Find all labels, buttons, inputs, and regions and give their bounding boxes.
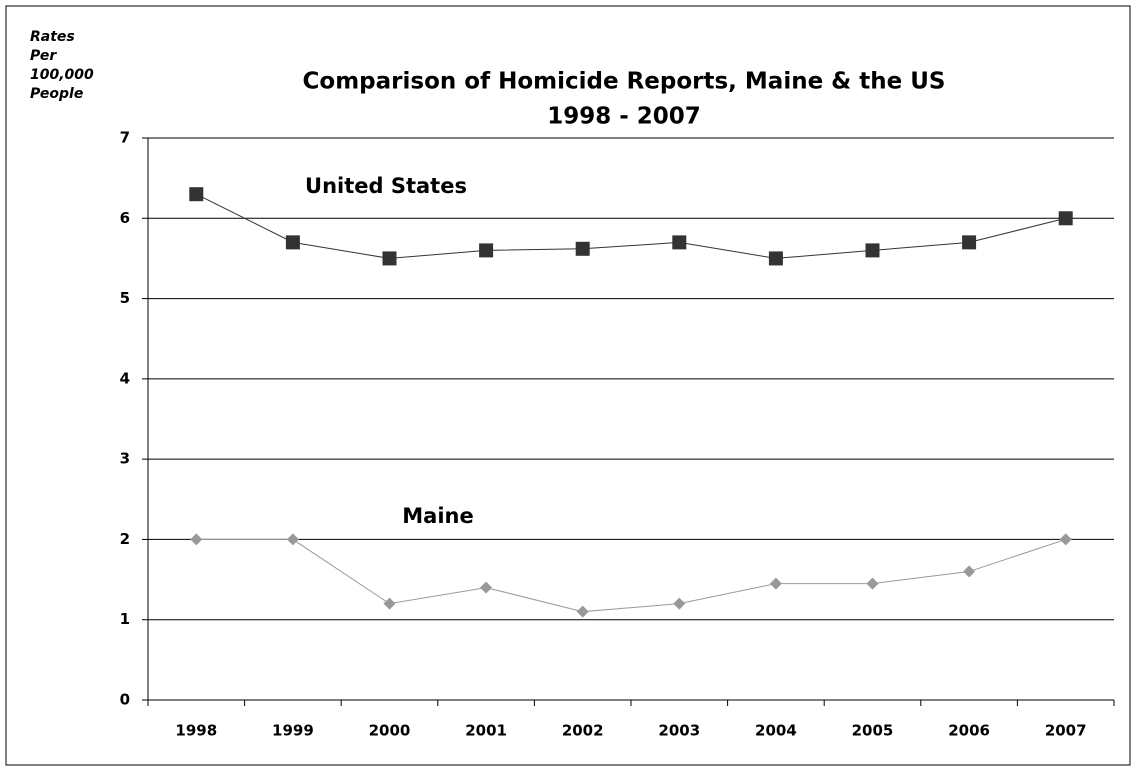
marker bbox=[963, 565, 976, 578]
x-tick-label: 2005 bbox=[852, 722, 894, 740]
marker bbox=[189, 187, 204, 202]
marker bbox=[1059, 533, 1072, 546]
chart-title: Comparison of Homicide Reports, Maine & … bbox=[303, 69, 946, 95]
series-label: Maine bbox=[402, 504, 473, 528]
y-tick-label: 2 bbox=[120, 530, 130, 548]
marker bbox=[962, 235, 977, 250]
marker bbox=[480, 581, 493, 594]
x-tick-label: 2007 bbox=[1045, 722, 1087, 740]
marker bbox=[190, 533, 203, 546]
marker bbox=[866, 577, 879, 590]
marker bbox=[576, 605, 589, 618]
marker bbox=[575, 241, 590, 256]
x-tick-label: 2006 bbox=[948, 722, 990, 740]
marker bbox=[286, 533, 299, 546]
marker bbox=[479, 243, 494, 258]
marker bbox=[672, 235, 687, 250]
x-tick-label: 2004 bbox=[755, 722, 797, 740]
x-tick-label: 1998 bbox=[175, 722, 217, 740]
chart-subtitle: 1998 - 2007 bbox=[547, 104, 701, 130]
y-tick-label: 7 bbox=[120, 129, 130, 147]
marker bbox=[1058, 211, 1073, 226]
series-line bbox=[196, 538, 1066, 613]
marker bbox=[768, 251, 783, 266]
y-axis-label: Rates Per 100,000 People bbox=[30, 29, 94, 102]
marker bbox=[769, 577, 782, 590]
x-tick-label: 1999 bbox=[272, 722, 314, 740]
x-tick-label: 2003 bbox=[658, 722, 700, 740]
series-line bbox=[196, 193, 1066, 259]
x-tick-label: 2002 bbox=[562, 722, 604, 740]
chart-border bbox=[5, 5, 1131, 766]
marker bbox=[673, 597, 686, 610]
marker bbox=[285, 235, 300, 250]
marker bbox=[865, 243, 880, 258]
marker bbox=[383, 597, 396, 610]
y-tick-label: 5 bbox=[120, 289, 130, 307]
series-label: United States bbox=[305, 174, 467, 198]
x-tick-label: 2000 bbox=[369, 722, 411, 740]
marker bbox=[382, 251, 397, 266]
x-tick-label: 2001 bbox=[465, 722, 507, 740]
y-tick-label: 1 bbox=[120, 610, 130, 628]
y-tick-label: 6 bbox=[120, 209, 130, 227]
y-tick-label: 0 bbox=[120, 691, 130, 709]
y-tick-label: 3 bbox=[120, 450, 130, 468]
y-tick-label: 4 bbox=[120, 369, 130, 387]
